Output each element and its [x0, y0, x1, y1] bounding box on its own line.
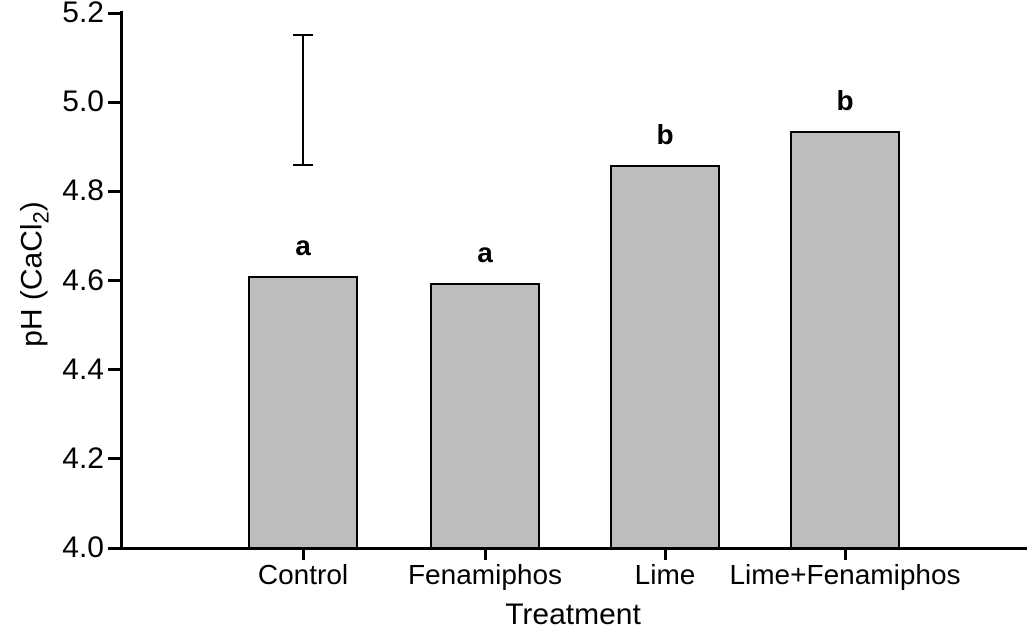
y-axis-title-main: pH (CaCl	[15, 223, 49, 347]
y-axis-tick	[108, 368, 120, 372]
lsd-bar-line	[302, 35, 304, 165]
significance-letter: a	[477, 236, 493, 268]
bar-lime	[610, 164, 720, 549]
x-tick-label: Lime+Fenamiphos	[729, 559, 961, 590]
y-tick-label: 4.2	[62, 441, 104, 475]
significance-letter: b	[836, 85, 854, 117]
y-axis-title-close: )	[15, 201, 49, 212]
y-tick-label: 5.2	[62, 0, 104, 29]
x-axis-tick	[663, 550, 667, 560]
y-tick-label: 4.6	[62, 263, 104, 297]
lsd-bar-bottom-cap	[293, 163, 313, 166]
y-tick-label: 4.4	[62, 352, 104, 386]
x-axis-tick	[483, 550, 487, 560]
y-axis-tick	[108, 100, 120, 104]
significance-letter: b	[656, 118, 674, 150]
x-axis-title: Treatment	[505, 598, 641, 631]
y-tick-label: 5.0	[62, 85, 104, 119]
x-tick-label: Lime	[634, 559, 696, 590]
y-axis-tick	[108, 189, 120, 193]
y-axis-tick	[108, 457, 120, 461]
significance-letter: a	[295, 230, 311, 262]
bar-lime-fenamiphos	[790, 131, 900, 549]
y-tick-label: 4.8	[62, 174, 104, 208]
x-tick-label: Control	[257, 559, 349, 590]
bar-fenamiphos	[430, 282, 540, 549]
x-tick-label: Fenamiphos	[407, 559, 563, 590]
y-axis-tick	[108, 279, 120, 282]
y-tick-label: 4.0	[62, 531, 104, 564]
x-axis-line	[120, 547, 1027, 550]
x-axis-tick	[301, 550, 305, 560]
y-axis-tick	[108, 11, 120, 15]
y-axis-tick	[108, 546, 120, 550]
y-axis-title: pH (CaCl2)	[16, 201, 55, 347]
lsd-bar-top-cap	[293, 34, 313, 37]
y-axis-line	[120, 11, 123, 550]
y-axis-title-subscript: 2	[28, 211, 54, 224]
x-axis-tick	[843, 550, 847, 560]
bar-control	[248, 276, 358, 549]
